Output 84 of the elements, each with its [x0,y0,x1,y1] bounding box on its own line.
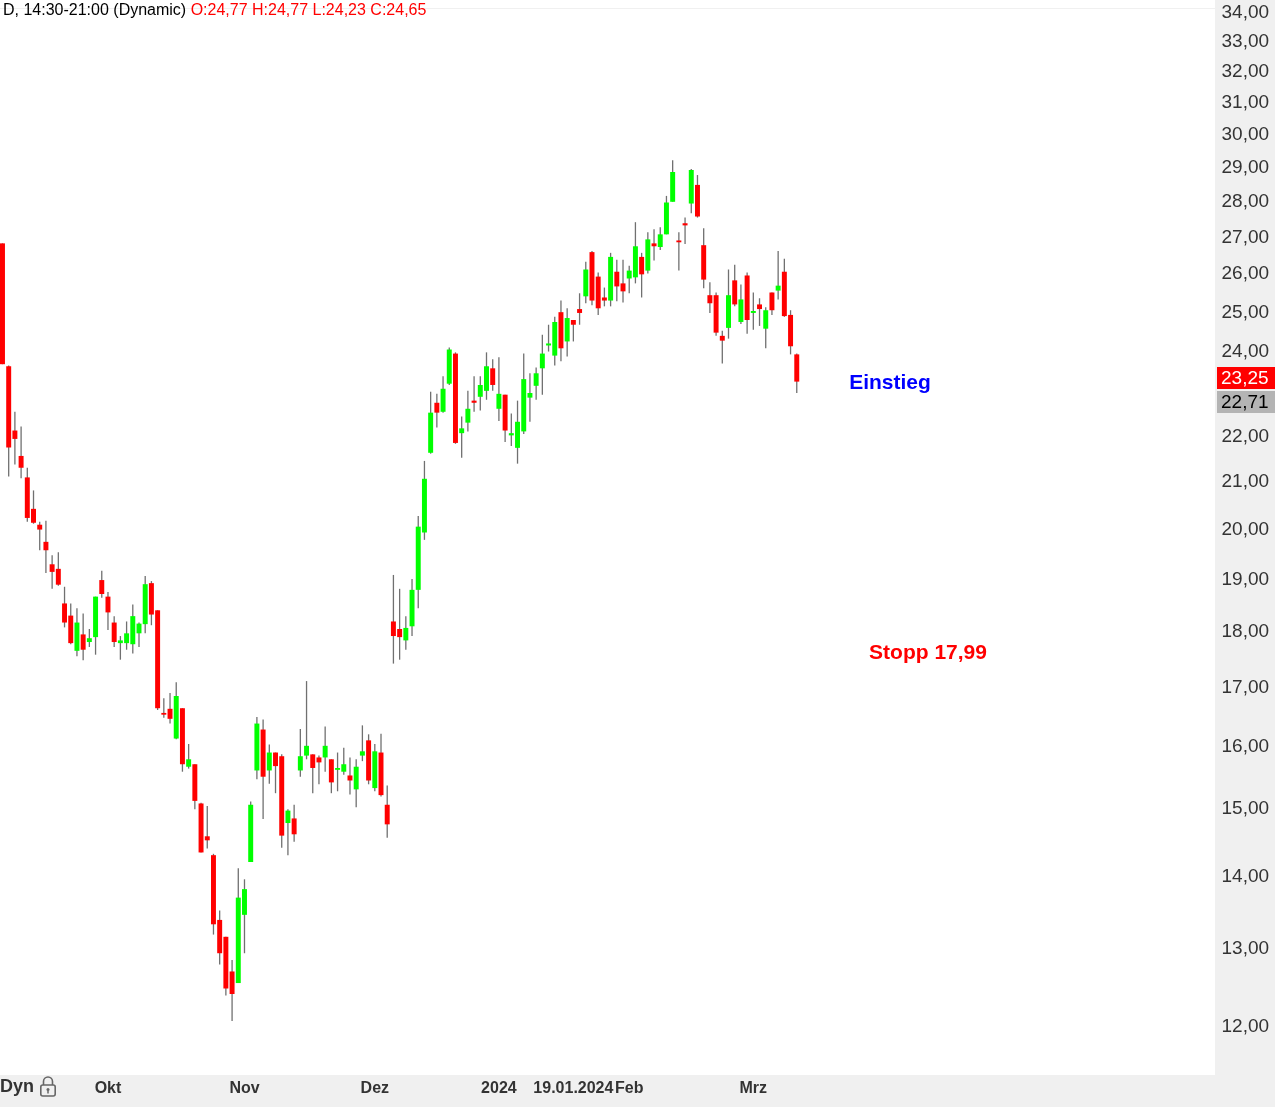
annotation: Einstieg [849,370,931,394]
candlestick [564,307,570,358]
candlestick [707,281,713,314]
candlestick [285,808,291,856]
candlestick [266,743,272,785]
candlestick [322,725,328,773]
candlestick [539,334,545,396]
candlestick [775,250,781,301]
candlestick [167,692,173,725]
candlestick [738,283,744,325]
candlestick [657,226,663,251]
candlestick [490,358,496,392]
candlestick [465,390,471,433]
y-tick-label: 29,00 [1221,156,1270,178]
y-tick-label: 15,00 [1221,797,1270,819]
candlestick [763,306,769,349]
candlestick [229,959,235,1022]
candlestick [328,758,334,794]
candlestick [43,520,49,574]
candlestick [291,804,297,843]
y-tick-label: 13,00 [1221,936,1270,958]
candlestick [384,784,390,839]
y-tick-label: 20,00 [1221,517,1270,539]
candlestick [297,728,303,778]
candlestick [37,521,43,551]
candlestick [99,570,105,599]
x-tick-label: Feb [614,1078,644,1096]
candlestick [471,375,477,413]
y-tick-label: 18,00 [1221,620,1270,642]
candlestick [676,231,682,272]
price-tag: 22,71 [1217,390,1275,413]
y-tick-label: 24,00 [1221,340,1270,362]
y-tick-label: 33,00 [1221,30,1270,52]
candlestick [18,425,24,479]
candlestick [111,615,117,648]
annotation: Stopp 17,99 [869,639,987,663]
candlestick [719,330,725,365]
candlestick [353,758,359,808]
x-tick-label: 2024 [481,1078,517,1096]
chart-subtitle: O:24,77 H:24,77 L:24,23 C:24,65 [190,1,427,18]
text: Dyn [0,1075,35,1097]
y-tick-label: 30,00 [1221,123,1270,145]
x-tick-label: Dez [360,1078,390,1096]
y-tick-label: 31,00 [1221,91,1270,113]
x-tick-label: Okt [94,1078,122,1096]
candlestick [577,292,583,326]
candlestick [651,228,657,262]
y-tick-label: 12,00 [1221,1014,1270,1036]
x-tick-label: 19.01.2024 [533,1078,614,1096]
y-tick-label: 16,00 [1221,734,1270,756]
candlestick [359,724,365,762]
y-tick-label: 14,00 [1221,864,1270,886]
y-tick-label: 21,00 [1221,470,1270,492]
candlestick [186,743,192,770]
candlestick [80,612,86,661]
candlestick [496,356,502,422]
candlestick [639,252,645,299]
candlestick [347,756,353,796]
x-tick-label: Mrz [739,1078,768,1096]
candlestick [459,415,465,459]
y-tick-label: 19,00 [1221,567,1270,589]
candlestick [304,680,310,760]
candlestick [105,591,111,631]
y-tick-label: 22,00 [1221,424,1270,446]
candlestick [682,216,688,245]
candlestick [403,615,409,651]
candlestick [570,319,576,343]
y-tick-label: 28,00 [1221,190,1270,212]
candlestick [750,291,756,331]
y-tick-label: 32,00 [1221,60,1270,82]
x-tick-label: Nov [229,1078,260,1096]
y-tick-label: 27,00 [1221,225,1270,247]
candlestick [757,297,763,327]
candlestick [440,375,446,414]
candlestick [434,393,440,429]
y-tick-label: 25,00 [1221,300,1270,322]
candlestick [533,366,539,401]
candlestick [161,697,167,719]
candlestick [614,259,620,302]
y-tick-label: 34,00 [1221,1,1270,23]
y-tick-label: 17,00 [1221,675,1270,697]
price-tag: 23,25 [1217,367,1275,390]
chart-title: D, 14:30-21:00 (Dynamic) [3,1,188,18]
y-tick-label: 26,00 [1221,262,1270,284]
